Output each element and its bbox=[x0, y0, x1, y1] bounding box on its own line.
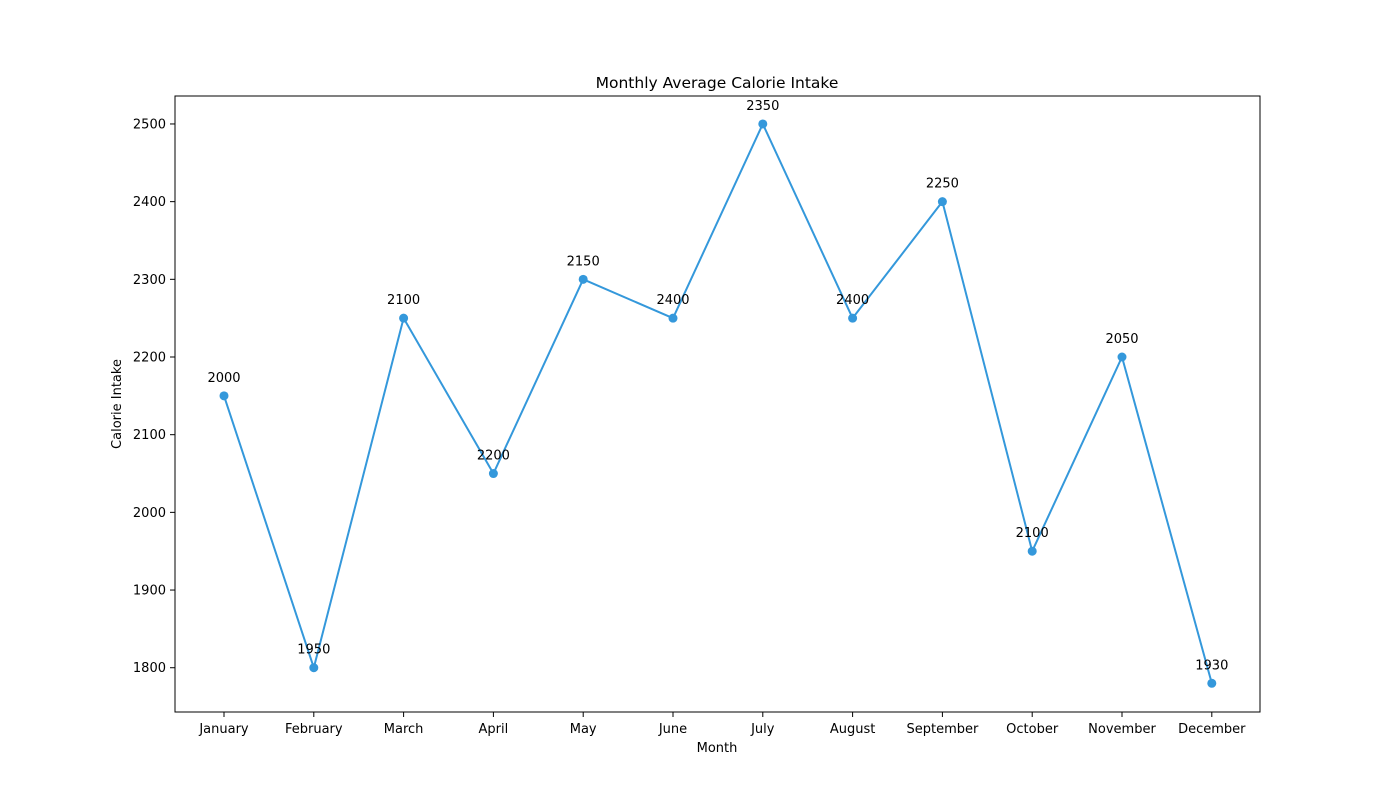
data-label: 1950 bbox=[297, 643, 330, 658]
x-tick-label: January bbox=[198, 722, 249, 737]
data-point bbox=[758, 119, 768, 129]
data-label: 2000 bbox=[207, 371, 240, 386]
y-tick-label: 2200 bbox=[133, 351, 166, 366]
data-point bbox=[399, 313, 409, 323]
y-tick-label: 1900 bbox=[133, 584, 166, 599]
y-tick-label: 2300 bbox=[133, 273, 166, 288]
x-tick-label: October bbox=[1006, 722, 1059, 737]
data-label: 1930 bbox=[1195, 658, 1228, 673]
data-label: 2150 bbox=[567, 254, 600, 269]
data-label: 2350 bbox=[746, 99, 779, 114]
x-tick-label: August bbox=[830, 722, 876, 737]
data-label: 2400 bbox=[656, 293, 689, 308]
x-tick-label: December bbox=[1178, 722, 1246, 737]
data-label: 2200 bbox=[477, 449, 510, 464]
chart-title: Monthly Average Calorie Intake bbox=[596, 74, 839, 92]
data-point bbox=[937, 197, 947, 207]
y-tick-label: 2100 bbox=[133, 428, 166, 443]
series-line bbox=[223, 122, 1213, 684]
data-point bbox=[578, 274, 588, 284]
x-tick-label: July bbox=[750, 722, 775, 737]
data-label: 2050 bbox=[1105, 332, 1138, 347]
y-axis-title: Calorie Intake bbox=[110, 359, 125, 449]
data-point bbox=[668, 313, 678, 323]
x-tick-label: November bbox=[1088, 722, 1156, 737]
data-point bbox=[488, 469, 498, 479]
y-tick-label: 2400 bbox=[133, 195, 166, 210]
x-tick-label: April bbox=[479, 722, 509, 737]
data-label: 2250 bbox=[926, 177, 959, 192]
x-tick-label: September bbox=[906, 722, 979, 737]
data-label: 2100 bbox=[387, 293, 420, 308]
x-tick-label: June bbox=[658, 722, 687, 737]
data-label: 2100 bbox=[1016, 526, 1049, 541]
x-axis-title: Month bbox=[697, 741, 738, 756]
plot-frame bbox=[174, 95, 1261, 713]
data-point bbox=[219, 391, 229, 401]
y-tick-label: 2500 bbox=[133, 117, 166, 132]
plot-area: 2000 1950 2100 2200 2150 2400 2350 2400 2250 2100… bbox=[207, 99, 1228, 688]
y-tick-label: 1800 bbox=[133, 661, 166, 676]
data-point bbox=[1117, 352, 1127, 362]
data-point bbox=[1207, 678, 1217, 688]
x-tick-label: March bbox=[384, 722, 424, 737]
y-tick-label: 2000 bbox=[133, 506, 166, 521]
x-tick-label: February bbox=[285, 722, 343, 737]
data-point bbox=[1027, 546, 1037, 556]
x-tick-label: May bbox=[570, 722, 597, 737]
data-point bbox=[309, 663, 319, 673]
data-point bbox=[848, 313, 858, 323]
data-label: 2400 bbox=[836, 293, 869, 308]
